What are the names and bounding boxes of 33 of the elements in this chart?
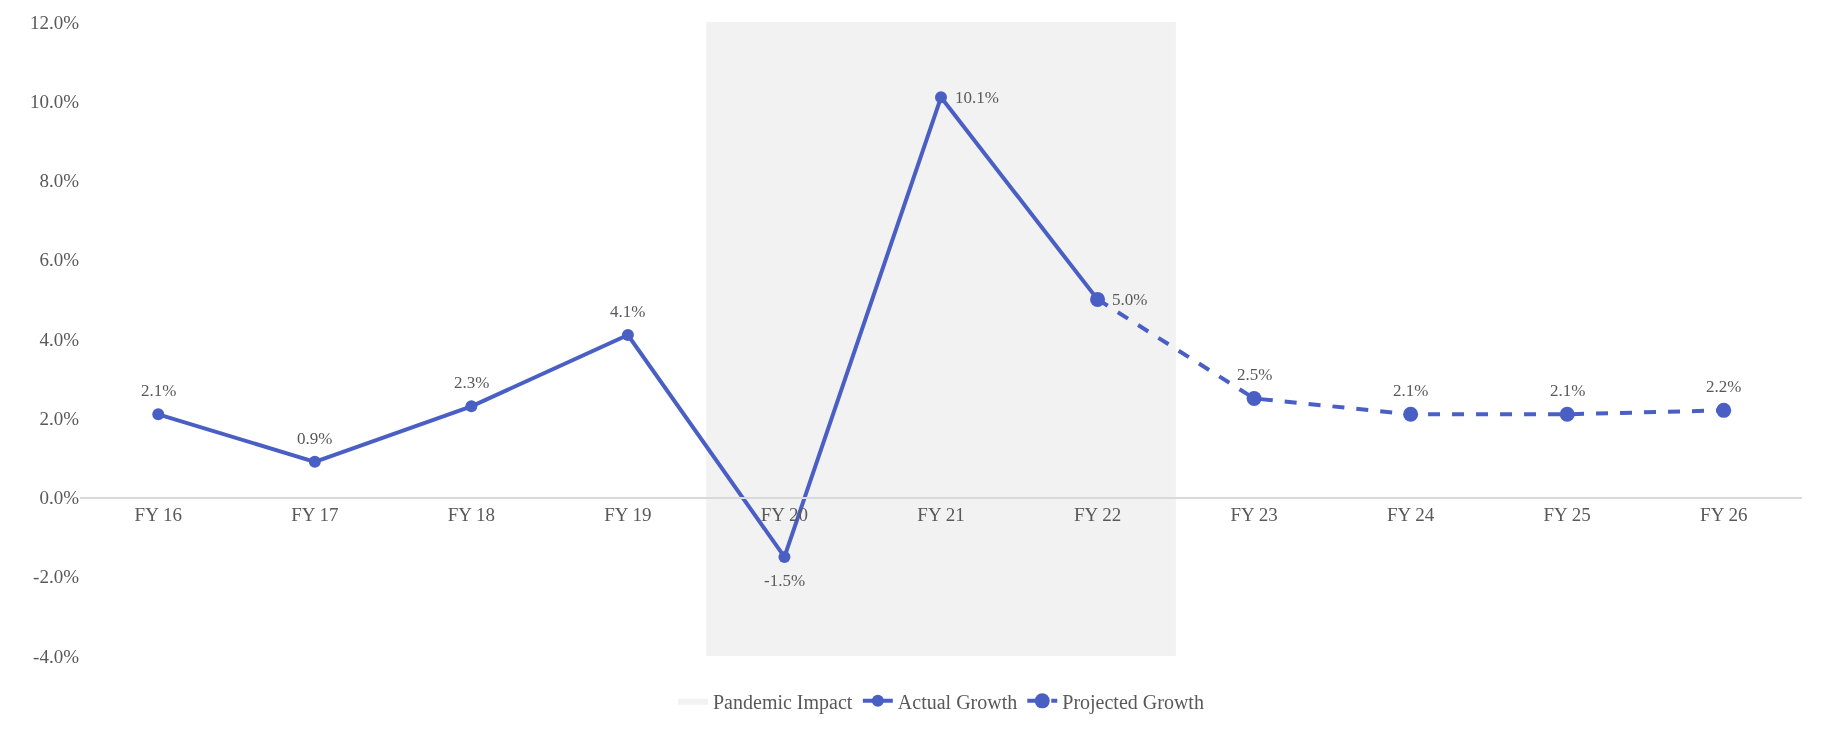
y-tick-label: -4.0% <box>33 645 80 667</box>
data-label: -1.5% <box>764 571 806 590</box>
x-tick-label: FY 22 <box>1073 504 1122 526</box>
x-tick-label: FY 23 <box>1230 504 1278 526</box>
y-tick-label: -2.0% <box>33 566 80 588</box>
data-label: 4.1% <box>610 302 646 321</box>
y-tick-label: 12.0% <box>29 11 80 33</box>
x-tick-label: FY 25 <box>1543 504 1591 526</box>
y-tick-label: 6.0% <box>39 249 80 271</box>
data-label: 2.1% <box>141 381 177 400</box>
legend-label: Pandemic Impact <box>713 690 853 714</box>
legend-label: Projected Growth <box>1062 690 1204 714</box>
x-tick-label: FY 24 <box>1386 504 1435 526</box>
y-tick-label: 8.0% <box>39 170 80 192</box>
data-label: 5.0% <box>1112 290 1148 309</box>
x-tick-label: FY 18 <box>447 504 496 526</box>
data-label: 2.1% <box>1393 381 1429 400</box>
x-tick-label: FY 21 <box>917 504 965 526</box>
y-tick-label: 0.0% <box>39 487 80 509</box>
x-tick-label: FY 16 <box>134 504 182 526</box>
x-tick-label: FY 17 <box>291 504 339 526</box>
data-label: 10.1% <box>955 88 999 107</box>
y-tick-label: 4.0% <box>39 328 80 350</box>
y-tick-label: 2.0% <box>39 407 80 429</box>
y-tick-label: 10.0% <box>29 90 80 112</box>
x-tick-label: FY 19 <box>604 504 652 526</box>
data-label: 2.2% <box>1706 377 1742 396</box>
data-label: 2.5% <box>1237 365 1273 384</box>
x-tick-label: FY 26 <box>1700 504 1748 526</box>
data-label: 0.9% <box>297 429 333 448</box>
legend-label: Actual Growth <box>897 690 1018 713</box>
data-label: 2.3% <box>454 373 490 392</box>
data-label: 2.1% <box>1550 381 1586 400</box>
